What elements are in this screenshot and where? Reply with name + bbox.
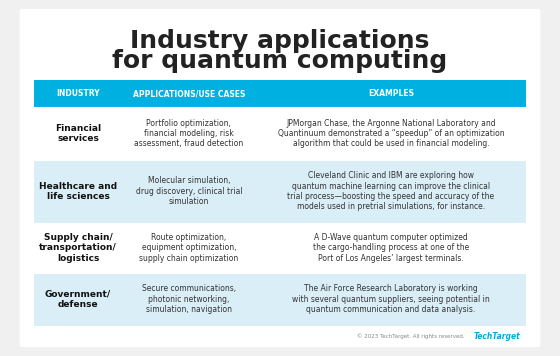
- Bar: [255, 80, 526, 107]
- Text: INDUSTRY: INDUSTRY: [56, 89, 100, 98]
- Bar: [255, 160, 526, 222]
- Text: Healthcare and
life sciences: Healthcare and life sciences: [39, 182, 117, 201]
- Text: Industry applications: Industry applications: [130, 29, 430, 53]
- Bar: [34, 273, 122, 326]
- Text: Route optimization,
equipment optimization,
supply chain optimization: Route optimization, equipment optimizati…: [139, 233, 239, 263]
- Text: for quantum computing: for quantum computing: [113, 49, 447, 73]
- Text: Government/
defense: Government/ defense: [45, 290, 111, 309]
- Bar: [255, 222, 526, 273]
- Bar: [122, 107, 255, 160]
- Text: © 2023 TechTarget. All rights reserved.: © 2023 TechTarget. All rights reserved.: [357, 334, 465, 339]
- Bar: [122, 273, 255, 326]
- Text: A D-Wave quantum computer optimized
the cargo-handling process at one of the
Por: A D-Wave quantum computer optimized the …: [312, 233, 469, 263]
- Bar: [34, 222, 122, 273]
- Text: Molecular simulation,
drug discovery, clinical trial
simulation: Molecular simulation, drug discovery, cl…: [136, 176, 242, 206]
- Text: Portfolio optimization,
financial modeling, risk
assessment, fraud detection: Portfolio optimization, financial modeli…: [134, 119, 244, 148]
- Text: Secure communications,
photonic networking,
simulation, navigation: Secure communications, photonic networki…: [142, 284, 236, 314]
- Text: Supply chain/
transportation/
logistics: Supply chain/ transportation/ logistics: [39, 233, 117, 263]
- Bar: [122, 80, 255, 107]
- Text: The Air Force Research Laboratory is working
with several quantum suppliers, see: The Air Force Research Laboratory is wor…: [292, 284, 490, 314]
- FancyBboxPatch shape: [20, 9, 540, 347]
- Text: EXAMPLES: EXAMPLES: [368, 89, 414, 98]
- Text: Financial
services: Financial services: [55, 124, 101, 143]
- Bar: [122, 160, 255, 222]
- Bar: [34, 107, 122, 160]
- Bar: [122, 222, 255, 273]
- Text: JPMorgan Chase, the Argonne National Laboratory and
Quantinuum demonstrated a “s: JPMorgan Chase, the Argonne National Lab…: [278, 119, 504, 148]
- Text: Cleveland Clinic and IBM are exploring how
quantum machine learning can improve : Cleveland Clinic and IBM are exploring h…: [287, 171, 494, 211]
- Bar: [255, 107, 526, 160]
- Bar: [34, 160, 122, 222]
- Bar: [255, 273, 526, 326]
- Text: TechTarget: TechTarget: [474, 332, 521, 341]
- Bar: [34, 80, 122, 107]
- Text: APPLICATIONS/USE CASES: APPLICATIONS/USE CASES: [133, 89, 245, 98]
